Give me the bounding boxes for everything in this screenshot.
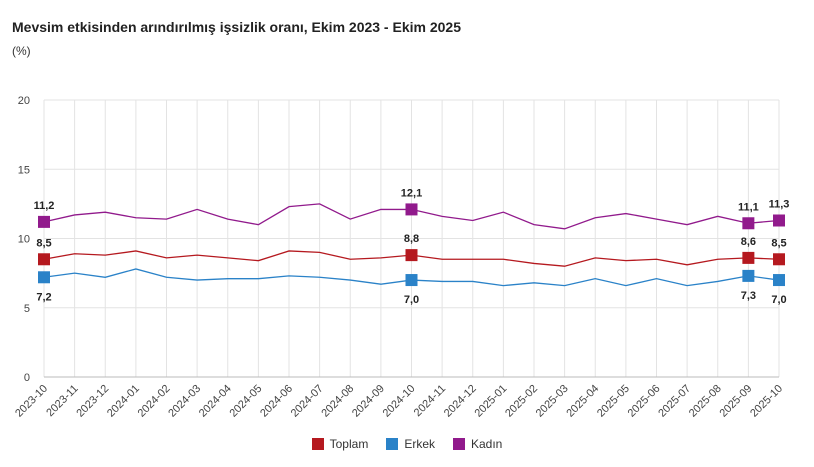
x-tick-label: 2025-09 <box>717 383 754 420</box>
x-tick-label: 2024-10 <box>381 383 418 420</box>
data-label-erkek: 7,0 <box>771 294 786 306</box>
y-axis-unit: (%) <box>12 44 31 58</box>
data-label-toplam: 8,8 <box>404 233 419 245</box>
chart-title: Mevsim etkisinden arındırılmış işsizlik … <box>12 19 461 35</box>
y-tick-label: 20 <box>18 95 30 107</box>
x-tick-label: 2025-08 <box>687 383 724 420</box>
x-tick-label: 2023-12 <box>74 383 111 420</box>
legend-swatch <box>311 438 324 450</box>
x-tick-label: 2025-07 <box>656 383 693 420</box>
x-tick-label: 2024-04 <box>197 383 234 420</box>
legend-swatch <box>453 438 465 450</box>
legend: Toplam Erkek Kadın <box>0 437 814 451</box>
x-tick-label: 2024-12 <box>442 383 479 420</box>
data-label-erkek: 7,3 <box>741 290 756 302</box>
data-marker-erkek <box>38 271 50 284</box>
data-label-kadn: 11,2 <box>34 200 55 212</box>
data-label-kadn: 11,1 <box>738 201 759 213</box>
legend-label: Toplam <box>329 437 369 451</box>
data-marker-toplam <box>742 251 755 264</box>
x-tick-label: 2024-01 <box>105 383 142 420</box>
data-marker-kadn <box>405 203 418 216</box>
x-tick-label: 2025-06 <box>626 383 663 420</box>
x-tick-label: 2023-11 <box>44 383 80 419</box>
data-label-kadn: 12,1 <box>401 187 422 199</box>
data-marker-erkek <box>773 274 785 287</box>
data-marker-toplam <box>38 253 50 266</box>
data-marker-toplam <box>773 253 785 266</box>
y-tick-label: 5 <box>24 303 30 315</box>
x-tick-label: 2025-03 <box>534 383 571 420</box>
y-tick-label: 15 <box>18 164 30 176</box>
x-tick-label: 2025-04 <box>564 383 601 420</box>
legend-item[interactable]: Erkek <box>386 437 435 451</box>
x-tick-label: 2024-09 <box>350 383 387 420</box>
x-tick-label: 2025-05 <box>595 383 632 420</box>
legend-label: Kadın <box>471 437 503 451</box>
y-tick-label: 10 <box>18 234 30 246</box>
x-tick-label: 2024-07 <box>289 383 326 420</box>
data-label-kadn: 11,3 <box>769 198 790 210</box>
data-label-toplam: 8,5 <box>771 237 786 249</box>
x-tick-label: 2024-08 <box>319 383 356 420</box>
data-marker-erkek <box>742 269 755 282</box>
x-tick-label: 2024-02 <box>136 383 173 420</box>
data-marker-kadn <box>38 215 50 228</box>
legend-swatch <box>386 438 399 450</box>
data-marker-kadn <box>742 217 755 230</box>
x-tick-label: 2025-10 <box>748 383 785 420</box>
x-tick-label: 2025-02 <box>503 383 540 420</box>
legend-item[interactable]: Kadın <box>453 437 502 451</box>
data-marker-erkek <box>405 274 418 287</box>
legend-item[interactable]: Toplam <box>311 437 369 451</box>
data-marker-kadn <box>773 214 785 227</box>
x-tick-label: 2024-03 <box>166 383 203 420</box>
x-tick-label: 2024-06 <box>258 383 295 420</box>
x-tick-label: 2024-05 <box>227 383 264 420</box>
legend-label: Erkek <box>404 437 435 451</box>
x-tick-label: 2025-01 <box>472 383 509 420</box>
data-label-erkek: 7,0 <box>404 294 419 306</box>
x-tick-label: 2024-11 <box>412 383 448 419</box>
data-marker-toplam <box>405 249 418 262</box>
data-label-toplam: 8,5 <box>36 237 51 249</box>
x-tick-label: 2023-10 <box>13 383 50 420</box>
y-tick-label: 0 <box>24 372 30 384</box>
data-label-toplam: 8,6 <box>741 236 756 248</box>
data-label-erkek: 7,2 <box>36 291 51 303</box>
